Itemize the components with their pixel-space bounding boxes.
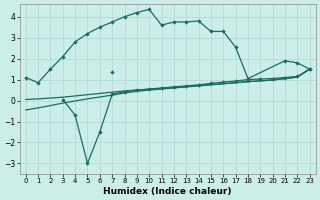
X-axis label: Humidex (Indice chaleur): Humidex (Indice chaleur): [103, 187, 232, 196]
